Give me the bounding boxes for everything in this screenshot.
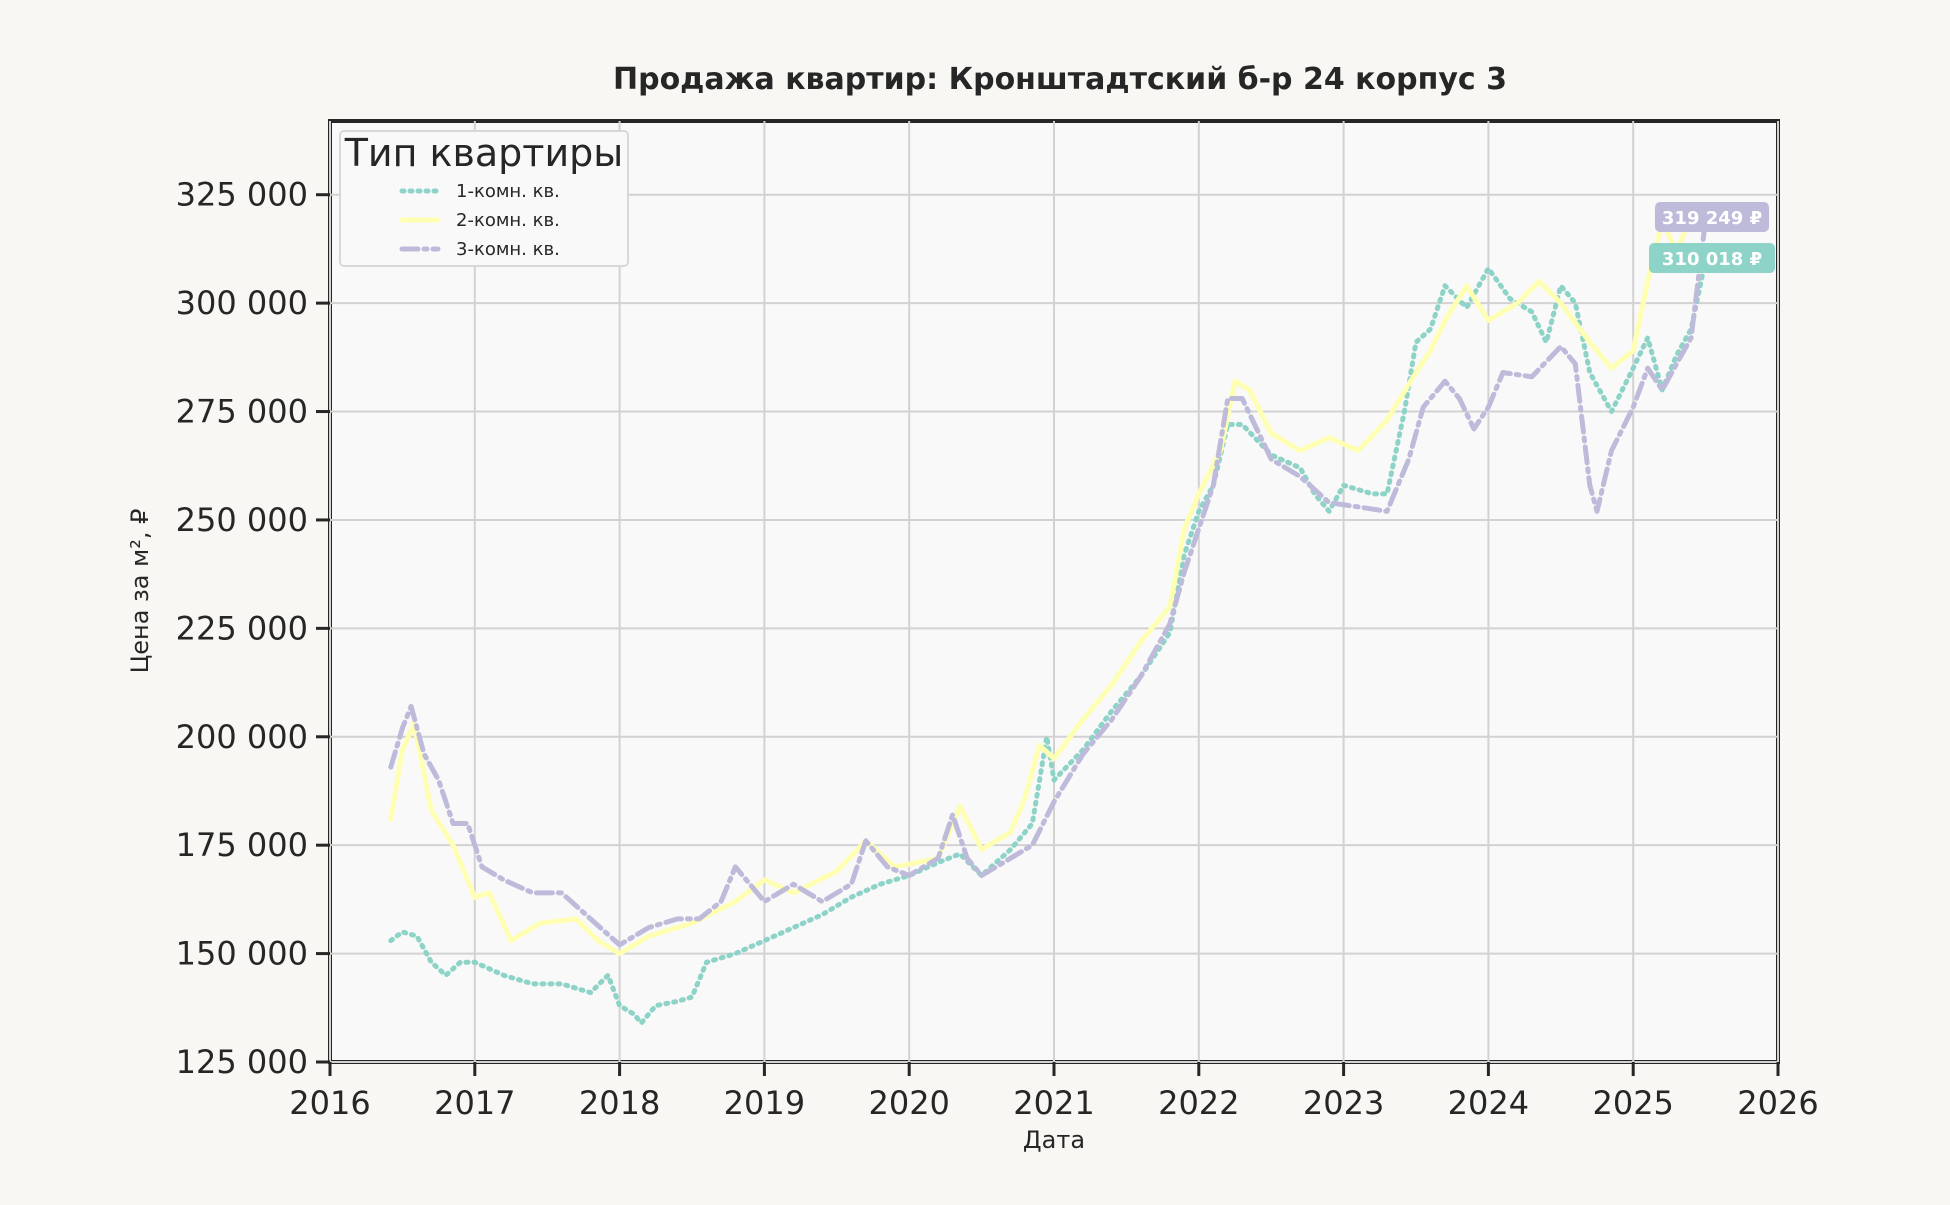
x-tick-label: 2017 (434, 1084, 515, 1122)
y-tick-label: 225 000 (176, 609, 308, 647)
y-tick-label: 250 000 (176, 501, 308, 539)
legend-label: 2-комн. кв. (456, 210, 560, 231)
y-tick-label: 325 000 (176, 176, 308, 214)
y-tick-label: 150 000 (176, 935, 308, 973)
legend-box (339, 130, 629, 267)
legend-title: Тип квартиры (344, 131, 624, 175)
x-tick-label: 2020 (868, 1084, 949, 1122)
x-tick-label: 2021 (1013, 1084, 1094, 1122)
series-line (388, 217, 1709, 948)
y-axis-label: Цена за м², ₽ (126, 509, 154, 674)
chart-title: Продажа квартир: Кронштадтский б-р 24 ко… (613, 62, 1507, 97)
x-axis: 2016 2017 2018 2019 2020 2021 2022 2023 2024 2025… (289, 1062, 1819, 1122)
y-tick-label: 125 000 (176, 1043, 308, 1081)
x-tick-label: 2019 (724, 1084, 805, 1122)
x-tick-label: 2025 (1592, 1084, 1673, 1122)
end-label-badge (1655, 202, 1769, 232)
series-line (388, 257, 1709, 1026)
x-tick-label: 2026 (1737, 1084, 1818, 1122)
x-axis-label: Дата (1023, 1126, 1085, 1154)
series-line (388, 213, 1723, 957)
y-tick-label: 275 000 (176, 393, 308, 431)
x-tick-label: 2022 (1158, 1084, 1239, 1122)
end-label-text: 319 249 ₽ (1662, 208, 1762, 229)
x-tick-label: 2016 (289, 1084, 370, 1122)
end-label-text: 310 018 ₽ (1662, 249, 1762, 270)
y-tick-label: 200 000 (176, 718, 308, 756)
legend-label: 3-комн. кв. (456, 239, 560, 260)
x-tick-label: 2023 (1303, 1084, 1384, 1122)
series-layer (388, 213, 1723, 1026)
legend-items: 1-комн. кв. 2-комн. кв. 3-комн. кв. (399, 181, 560, 260)
end-labels: 319 249 ₽ 310 018 ₽ (1649, 202, 1775, 273)
x-tick-label: 2018 (579, 1084, 660, 1122)
legend: Тип квартиры 1-комн. кв. 2-комн. кв. 3-ком… (339, 130, 629, 267)
end-label-badge (1649, 243, 1775, 273)
y-tick-label: 300 000 (176, 284, 308, 322)
y-axis: 125 000 150 000 175 000 200 000 225 000 250 0… (176, 176, 330, 1081)
y-tick-label: 175 000 (176, 826, 308, 864)
x-tick-label: 2024 (1448, 1084, 1529, 1122)
legend-label: 1-комн. кв. (456, 181, 560, 202)
